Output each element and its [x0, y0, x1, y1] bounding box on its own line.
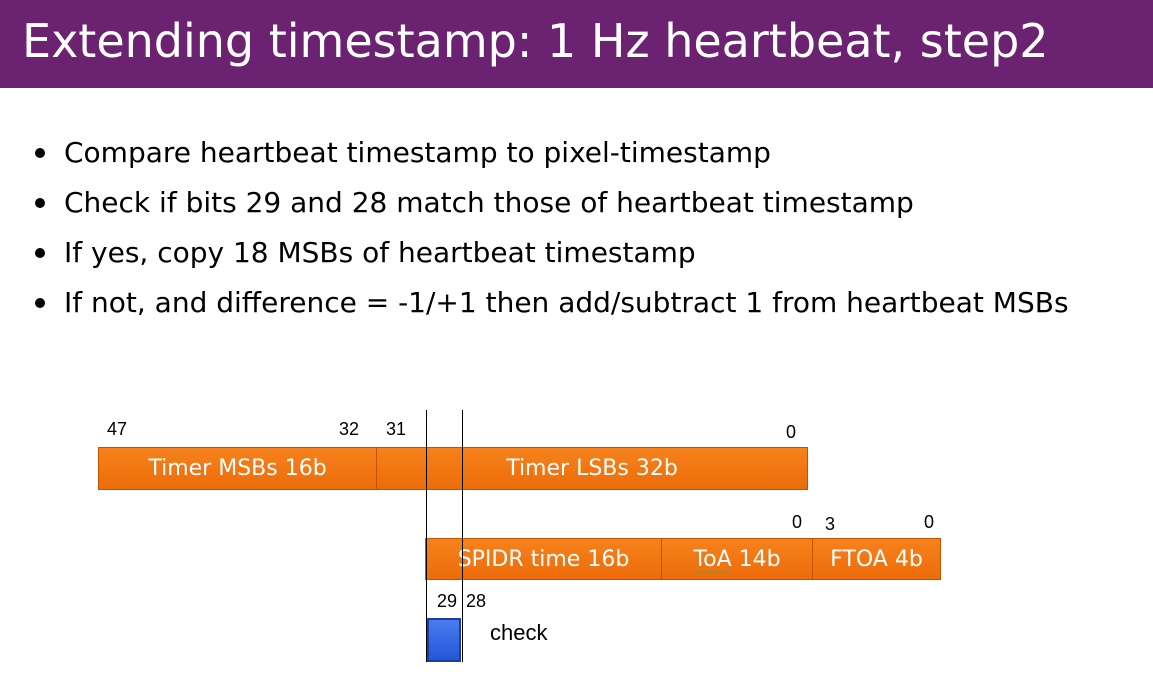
bit-label-31: 31: [386, 419, 407, 439]
spidr-time-label: SPIDR time 16b: [457, 546, 630, 572]
spidr-time-segment: SPIDR time 16b: [425, 538, 662, 580]
bit-label-28: 28: [466, 591, 487, 611]
bit-label-32: 32: [339, 419, 360, 439]
title-bar: Extending timestamp: 1 Hz heartbeat, ste…: [0, 0, 1153, 88]
check-label: check: [490, 620, 548, 645]
toa-bit-label-0: 0: [792, 512, 803, 532]
ftoa-bit-label-0: 0: [924, 512, 935, 532]
timer-msb-label: Timer MSBs 16b: [148, 456, 327, 481]
bit-label-47: 47: [107, 419, 128, 439]
toa-label-name: ToA: [693, 546, 732, 572]
slide-title: Extending timestamp: 1 Hz heartbeat, ste…: [22, 14, 1049, 68]
bullet-list: Compare heartbeat timestamp to pixel-tim…: [30, 128, 1069, 328]
timer-lsb-segment: Timer LSBs 32b: [376, 447, 808, 490]
ftoa-label: FTOA 4b: [830, 546, 923, 572]
bullet-item: If yes, copy 18 MSBs of heartbeat timest…: [30, 228, 1069, 278]
bit-29-guide-line: [426, 410, 427, 662]
ftoa-segment: FTOA 4b: [812, 538, 941, 580]
bit-28-guide-line: [462, 410, 463, 662]
bullet-item: Check if bits 29 and 28 match those of h…: [30, 178, 1069, 228]
timer-msb-segment: Timer MSBs 16b: [98, 447, 377, 490]
toa-label: ToA 14b: [693, 547, 780, 572]
bit-label-0: 0: [786, 422, 797, 442]
timer-lsb-label: Timer LSBs 32b: [506, 456, 678, 481]
toa-segment: ToA 14b: [661, 538, 813, 580]
check-bits-box: [427, 618, 461, 662]
toa-label-bits: 14b: [738, 546, 781, 572]
bullet-item: Compare heartbeat timestamp to pixel-tim…: [30, 128, 1069, 178]
bit-label-29: 29: [437, 591, 458, 611]
bullet-item: If not, and difference = -1/+1 then add/…: [30, 278, 1069, 328]
ftoa-bit-label-3: 3: [825, 514, 836, 534]
